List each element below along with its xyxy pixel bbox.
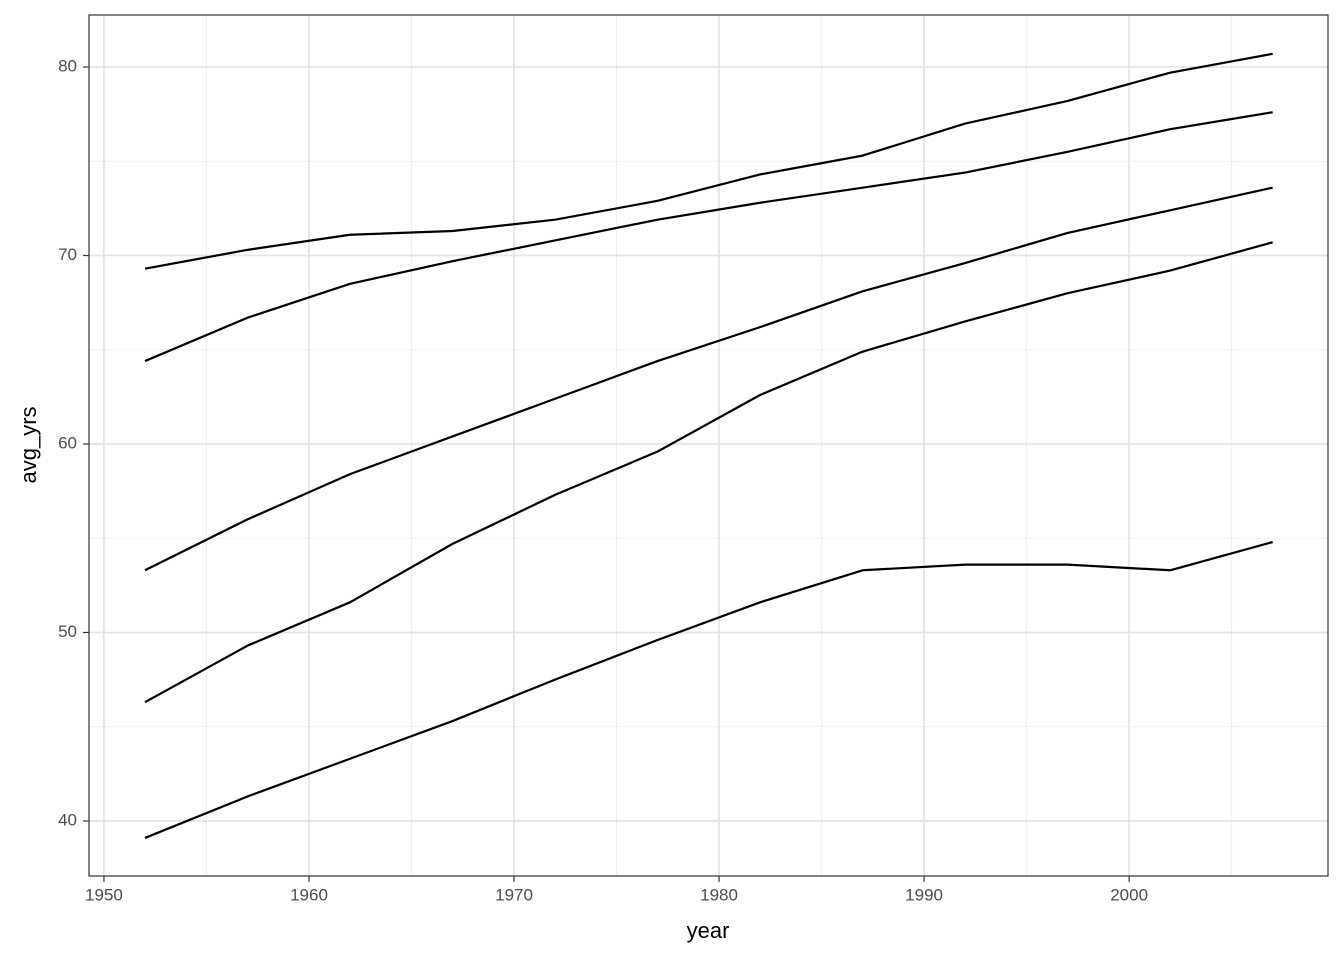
y-tick-label: 70: [58, 245, 77, 264]
axes: 1950 1960 1970 1980 1990 2000 40 50 60 70 80: [58, 57, 1148, 905]
y-tick-label: 50: [58, 622, 77, 641]
x-tick-label: 1960: [290, 885, 328, 904]
series-line: [144, 111, 1273, 363]
grid: [89, 15, 1328, 876]
y-axis-label: avg_yrs: [16, 406, 41, 483]
y-tick-label: 60: [58, 433, 77, 452]
series-line: [144, 540, 1273, 839]
panel-border: [88, 14, 1329, 877]
x-tick-label: 1970: [495, 885, 533, 904]
series-line: [144, 52, 1273, 270]
x-tick-label: 2000: [1110, 885, 1148, 904]
x-axis-label: year: [687, 918, 730, 943]
x-tick-label: 1950: [85, 885, 123, 904]
lines: [144, 52, 1273, 839]
y-tick-label: 40: [58, 810, 77, 829]
series-line: [144, 186, 1273, 572]
x-tick-label: 1980: [700, 885, 738, 904]
x-tick-label: 1990: [905, 885, 943, 904]
y-tick-label: 80: [58, 57, 77, 76]
series-line: [144, 241, 1273, 704]
